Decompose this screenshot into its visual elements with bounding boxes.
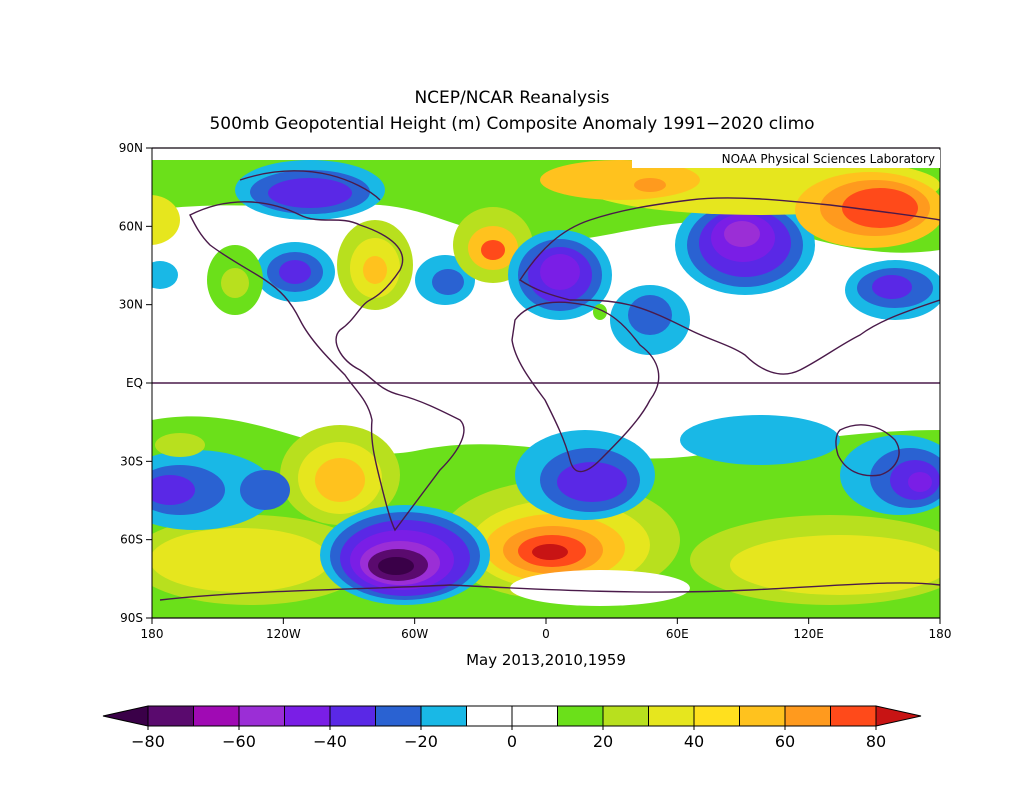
lon-tick-label: 120W xyxy=(266,627,301,641)
coastlines xyxy=(159,170,940,601)
colorbar-tick-label: −40 xyxy=(313,732,347,751)
colorbar-swatch xyxy=(420,705,467,727)
colorbar-low-arrow xyxy=(102,705,149,727)
colorbar-tick-label: 40 xyxy=(684,732,704,751)
lat-tick-label: 90N xyxy=(119,141,143,155)
page-subtitle: 500mb Geopotential Height (m) Composite … xyxy=(209,114,815,134)
colorbar: −80 −60 −40 −20 0 20 40 60 80 xyxy=(102,705,922,751)
lon-tick-label: 180 xyxy=(929,627,952,641)
colorbar-swatch xyxy=(193,705,240,727)
colorbar-swatch xyxy=(648,705,695,727)
latitude-axis: 90N 60N 30N EQ 30S 60S 90S xyxy=(119,141,152,625)
page-title: NCEP/NCAR Reanalysis xyxy=(414,88,610,108)
colorbar-swatch xyxy=(602,705,649,727)
colorbar-tick-label: 60 xyxy=(775,732,795,751)
anomaly-field xyxy=(152,148,940,618)
lat-tick-label: 60S xyxy=(120,533,143,547)
lon-tick-label: 180 xyxy=(141,627,164,641)
colorbar-tick-label: 80 xyxy=(866,732,886,751)
lon-tick-label: 0 xyxy=(542,627,550,641)
lat-tick-label: 90S xyxy=(120,611,143,625)
colorbar-swatch xyxy=(693,705,740,727)
colorbar-swatch xyxy=(511,705,558,727)
longitude-axis: 180 120W 60W 0 60E 120E 180 xyxy=(141,618,952,641)
colorbar-swatch xyxy=(784,705,831,727)
lat-tick-label: 30N xyxy=(119,298,143,312)
colorbar-tick-label: −80 xyxy=(131,732,165,751)
colorbar-tick-label: 20 xyxy=(593,732,613,751)
colorbar-swatch xyxy=(375,705,422,727)
colorbar-tick-label: −20 xyxy=(404,732,438,751)
lat-tick-label: EQ xyxy=(126,376,143,390)
colorbar-swatch xyxy=(739,705,786,727)
credit-label: NOAA Physical Sciences Laboratory xyxy=(722,152,935,166)
colorbar-swatch xyxy=(238,705,285,727)
colorbar-swatch xyxy=(557,705,604,727)
period-label: May 2013,2010,1959 xyxy=(466,651,626,669)
colorbar-high-arrow xyxy=(875,705,922,727)
colorbar-tick-label: −60 xyxy=(222,732,256,751)
lat-tick-label: 60N xyxy=(119,219,143,233)
colorbar-swatch xyxy=(284,705,331,727)
lon-tick-label: 60E xyxy=(666,627,689,641)
colorbar-swatch xyxy=(329,705,376,727)
lon-tick-label: 120E xyxy=(793,627,824,641)
colorbar-swatch xyxy=(147,705,194,727)
lat-tick-label: 30S xyxy=(120,454,143,468)
lon-tick-label: 60W xyxy=(401,627,428,641)
colorbar-tick-label: 0 xyxy=(507,732,517,751)
colorbar-swatch xyxy=(830,705,877,727)
colorbar-swatch xyxy=(466,705,513,727)
